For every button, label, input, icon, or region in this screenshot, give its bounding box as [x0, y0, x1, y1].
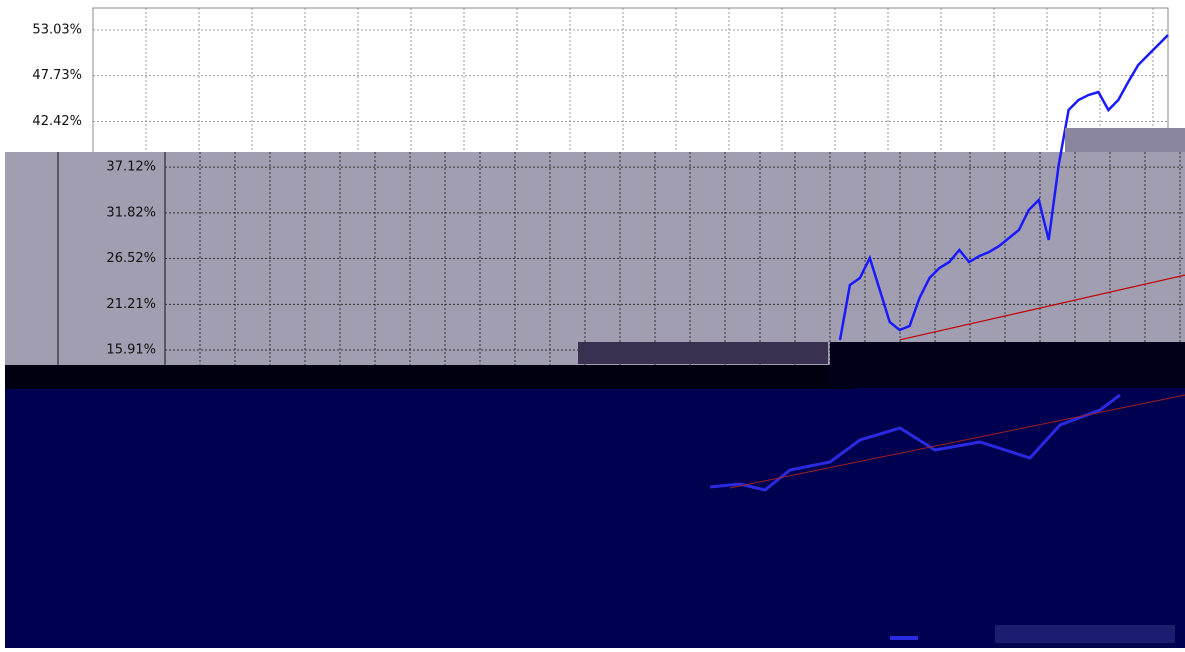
y-tick-label: 47.73% — [32, 68, 82, 83]
glitch-block — [578, 342, 828, 364]
dark-strip — [5, 365, 855, 389]
y-tick-label: 31.82% — [106, 205, 156, 220]
series-line — [899, 274, 1185, 341]
artifact — [995, 625, 1175, 643]
plot-lines — [838, 34, 1185, 341]
glitch-block — [1065, 128, 1185, 152]
glitch-block — [830, 342, 1185, 388]
series-line — [838, 34, 1169, 341]
y-axis-labels: 53.03% 47.73% 42.42% 37.12% 31.82% 26.52% 21.2… — [32, 22, 156, 357]
artifact-trend — [729, 394, 1185, 489]
y-tick-label: 15.91% — [106, 343, 156, 358]
artifact — [890, 636, 918, 640]
y-tick-label: 37.12% — [106, 160, 156, 175]
y-tick-label: 42.42% — [32, 114, 82, 129]
y-tick-label: 53.03% — [32, 22, 82, 37]
artifact-line — [709, 393, 1121, 492]
y-tick-label: 21.21% — [106, 297, 156, 312]
vertical-grid — [145, 8, 1181, 365]
dark-panel — [5, 365, 1185, 648]
y-tick-label: 26.52% — [106, 251, 156, 266]
